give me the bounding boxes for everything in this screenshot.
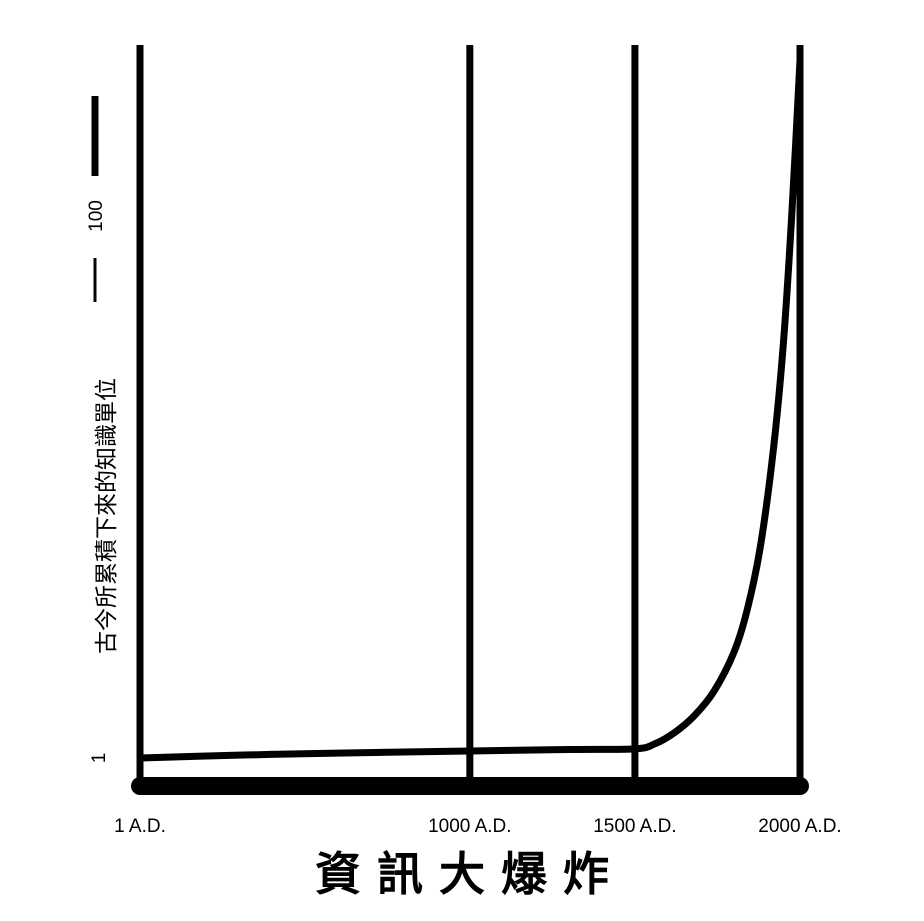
x-tick-label: 1000 A.D. bbox=[428, 816, 511, 837]
x-tick-label: 1500 A.D. bbox=[593, 816, 676, 837]
y-axis-label: 古今所累積下來的知識單位 bbox=[94, 378, 120, 654]
x-tick-label: 1 A.D. bbox=[114, 816, 166, 837]
y-tick-label: 100 bbox=[86, 200, 107, 232]
chart-title: 資訊大爆炸 bbox=[315, 847, 625, 901]
y-tick-label: 1 bbox=[89, 753, 110, 764]
x-tick-label: 2000 A.D. bbox=[758, 816, 841, 837]
series-line bbox=[136, 56, 804, 762]
